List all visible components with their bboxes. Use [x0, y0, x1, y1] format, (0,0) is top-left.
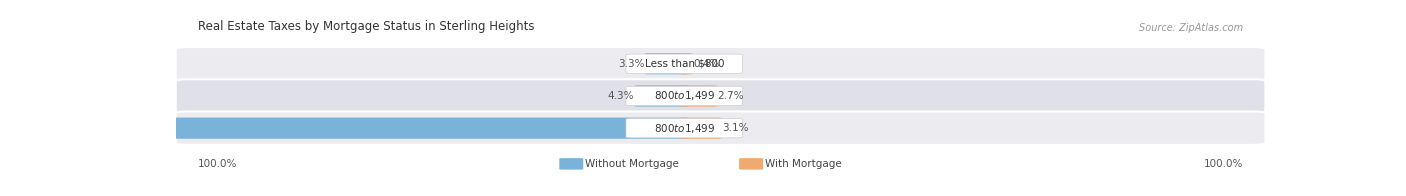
Text: 3.3%: 3.3% — [619, 59, 645, 69]
FancyBboxPatch shape — [626, 118, 742, 138]
Text: Without Mortgage: Without Mortgage — [585, 159, 679, 169]
Text: 2.7%: 2.7% — [717, 91, 744, 101]
Text: $800 to $1,499: $800 to $1,499 — [654, 122, 714, 135]
Text: Real Estate Taxes by Mortgage Status in Sterling Heights: Real Estate Taxes by Mortgage Status in … — [197, 20, 534, 33]
FancyBboxPatch shape — [634, 85, 689, 107]
FancyBboxPatch shape — [681, 118, 721, 139]
FancyBboxPatch shape — [176, 112, 1265, 145]
Text: Source: ZipAtlas.com: Source: ZipAtlas.com — [1139, 23, 1244, 33]
FancyBboxPatch shape — [560, 158, 583, 170]
Text: 0.4%: 0.4% — [693, 59, 720, 69]
FancyBboxPatch shape — [626, 86, 742, 106]
FancyBboxPatch shape — [176, 79, 1265, 113]
Text: With Mortgage: With Mortgage — [765, 159, 842, 169]
Text: 100.0%: 100.0% — [1204, 159, 1244, 169]
FancyBboxPatch shape — [626, 54, 742, 74]
Text: Less than $800: Less than $800 — [644, 59, 724, 69]
FancyBboxPatch shape — [681, 53, 693, 74]
Text: 4.3%: 4.3% — [607, 91, 634, 101]
FancyBboxPatch shape — [0, 118, 689, 139]
FancyBboxPatch shape — [681, 85, 717, 107]
Text: $800 to $1,499: $800 to $1,499 — [654, 89, 714, 103]
FancyBboxPatch shape — [645, 53, 689, 74]
FancyBboxPatch shape — [176, 47, 1265, 81]
FancyBboxPatch shape — [740, 158, 763, 170]
Text: 100.0%: 100.0% — [197, 159, 238, 169]
Text: 3.1%: 3.1% — [721, 123, 748, 133]
